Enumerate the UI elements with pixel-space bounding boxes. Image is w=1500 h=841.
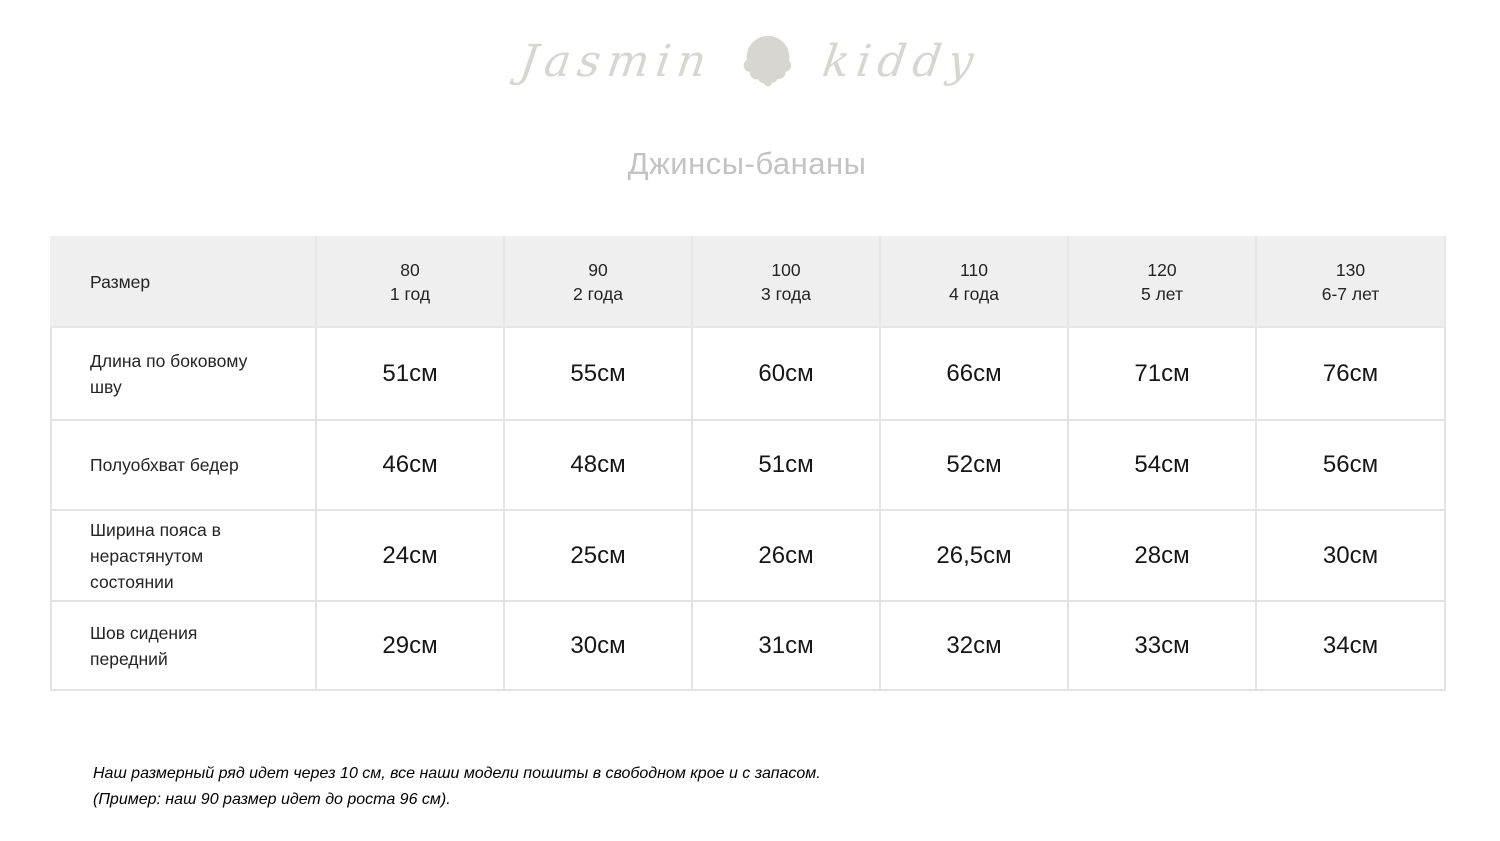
brand-name-right: kiddy <box>819 36 984 87</box>
header-col-80: 80 1 год <box>315 236 505 328</box>
cell-value: 29см <box>315 600 505 691</box>
row-label: Ширина пояса в нерастянутом состоянии <box>50 509 317 602</box>
cell-value: 26,5см <box>879 509 1069 602</box>
cell-value: 56см <box>1255 419 1446 511</box>
header-corner-label: Размер <box>50 236 317 328</box>
cell-value: 31см <box>691 600 881 691</box>
header-col-100: 100 3 года <box>691 236 881 328</box>
age-value: 5 лет <box>1141 284 1183 304</box>
cell-value: 55см <box>503 326 693 421</box>
header-col-90: 90 2 года <box>503 236 693 328</box>
cell-value: 52см <box>879 419 1069 511</box>
cell-value: 32см <box>879 600 1069 691</box>
scallop-shell-icon <box>739 34 797 90</box>
size-chart-table: Размер 80 1 год 90 2 года 100 3 года 110… <box>50 236 1446 691</box>
header-col-120: 120 5 лет <box>1067 236 1257 328</box>
cell-value: 26см <box>691 509 881 602</box>
header-col-110: 110 4 года <box>879 236 1069 328</box>
cell-value: 71см <box>1067 326 1257 421</box>
brand-logo: Jasmin kiddy <box>0 34 1500 90</box>
age-value: 6-7 лет <box>1321 284 1380 304</box>
row-label: Полуобхват бедер <box>50 419 317 511</box>
size-value: 130 <box>1335 260 1366 280</box>
row-label: Длина по боковому шву <box>50 326 317 421</box>
size-note-line-2: (Пример: наш 90 размер идет до роста 96 … <box>93 791 451 808</box>
cell-value: 24см <box>315 509 505 602</box>
table-row-side-seam-length: Длина по боковому шву 51см 55см 60см 66с… <box>50 326 1446 421</box>
table-row-hip-half-girth: Полуобхват бедер 46см 48см 51см 52см 54с… <box>50 419 1446 511</box>
cell-value: 60см <box>691 326 881 421</box>
cell-value: 51см <box>315 326 505 421</box>
header-col-130: 130 6-7 лет <box>1255 236 1446 328</box>
page-title: Джинсы-бананы <box>627 146 867 181</box>
age-value: 4 года <box>949 284 999 304</box>
age-value: 3 года <box>761 284 811 304</box>
size-value: 90 <box>588 260 608 280</box>
age-value: 1 год <box>389 284 431 304</box>
cell-value: 30см <box>1255 509 1446 602</box>
table-row-front-rise-seam: Шов сидения передний 29см 30см 31см 32см… <box>50 600 1446 691</box>
cell-value: 25см <box>503 509 693 602</box>
size-value: 100 <box>771 260 801 280</box>
cell-value: 33см <box>1067 600 1257 691</box>
brand-name-left: Jasmin <box>516 36 717 87</box>
row-label: Шов сидения передний <box>50 600 317 691</box>
size-note: Наш размерный ряд идет через 10 см, все … <box>93 761 821 813</box>
cell-value: 76см <box>1255 326 1446 421</box>
table-header-row: Размер 80 1 год 90 2 года 100 3 года 110… <box>50 236 1446 328</box>
size-value: 80 <box>400 260 420 280</box>
cell-value: 48см <box>503 419 693 511</box>
size-note-line-1: Наш размерный ряд идет через 10 см, все … <box>93 765 821 782</box>
cell-value: 54см <box>1067 419 1257 511</box>
cell-value: 66см <box>879 326 1069 421</box>
cell-value: 34см <box>1255 600 1446 691</box>
cell-value: 51см <box>691 419 881 511</box>
size-value: 110 <box>960 260 988 280</box>
cell-value: 46см <box>315 419 505 511</box>
table-row-waistband-width: Ширина пояса в нерастянутом состоянии 24… <box>50 509 1446 602</box>
age-value: 2 года <box>573 284 623 304</box>
cell-value: 30см <box>503 600 693 691</box>
size-value: 120 <box>1147 260 1177 280</box>
cell-value: 28см <box>1067 509 1257 602</box>
